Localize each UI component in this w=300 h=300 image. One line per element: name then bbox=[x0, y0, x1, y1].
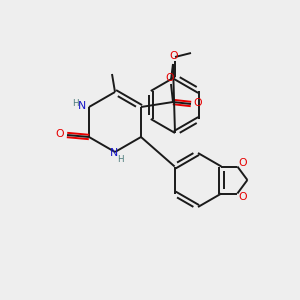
Text: N: N bbox=[78, 101, 86, 111]
Text: H: H bbox=[72, 100, 78, 109]
Text: O: O bbox=[166, 73, 174, 83]
Text: O: O bbox=[170, 51, 178, 61]
Text: O: O bbox=[194, 98, 202, 108]
Text: H: H bbox=[117, 155, 123, 164]
Text: O: O bbox=[238, 191, 247, 202]
Text: N: N bbox=[110, 148, 118, 158]
Text: O: O bbox=[238, 158, 247, 169]
Text: O: O bbox=[56, 129, 64, 139]
